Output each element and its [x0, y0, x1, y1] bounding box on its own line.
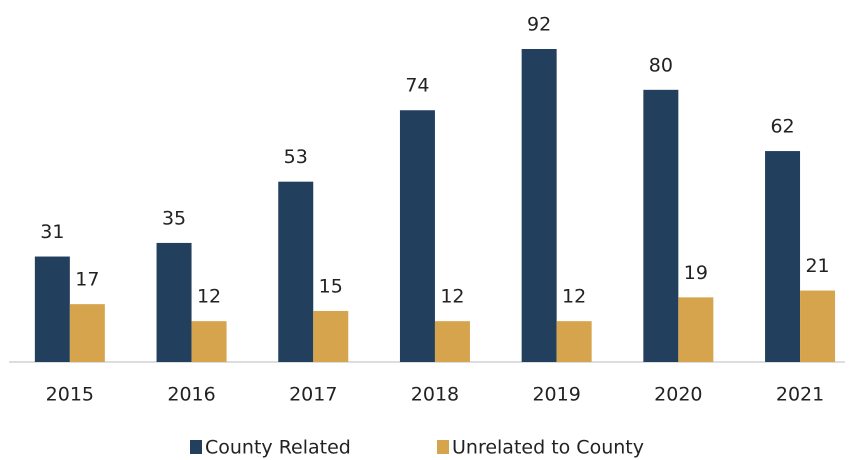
data-label: 80: [649, 54, 673, 76]
x-tick-label: 2018: [411, 384, 459, 406]
data-label: 53: [284, 146, 308, 168]
bar: [399, 110, 435, 362]
legend-label: County Related: [205, 437, 351, 459]
bar: [678, 297, 714, 362]
bar: [313, 310, 349, 362]
data-label: 74: [405, 75, 429, 97]
bar: [278, 181, 314, 362]
bar: [800, 290, 836, 362]
data-label: 31: [40, 221, 64, 243]
bar: [765, 151, 801, 362]
bar: [69, 304, 105, 362]
data-label: 92: [527, 14, 551, 36]
bar: [434, 321, 470, 362]
legend-label: Unrelated to County: [452, 437, 644, 459]
data-label: 12: [562, 286, 586, 308]
bar: [521, 49, 557, 362]
data-label: 17: [75, 269, 99, 291]
bar: [556, 321, 592, 362]
bar: [191, 321, 227, 362]
x-tick-label: 2020: [654, 384, 702, 406]
data-label: 12: [197, 286, 221, 308]
data-label: 35: [162, 207, 186, 229]
data-label: 19: [684, 262, 708, 284]
bar: [156, 242, 192, 362]
data-label: 15: [319, 275, 343, 297]
data-label: 12: [440, 286, 464, 308]
x-tick-label: 2019: [532, 384, 580, 406]
data-label: 21: [805, 255, 829, 277]
bar: [34, 256, 70, 362]
legend-swatch: [437, 440, 449, 454]
x-tick-label: 2017: [289, 384, 337, 406]
x-tick-label: 2021: [776, 384, 824, 406]
data-label: 62: [770, 116, 794, 138]
x-tick-label: 2016: [167, 384, 215, 406]
legend-swatch: [190, 440, 202, 454]
x-tick-label: 2015: [46, 384, 94, 406]
bar: [643, 89, 679, 363]
